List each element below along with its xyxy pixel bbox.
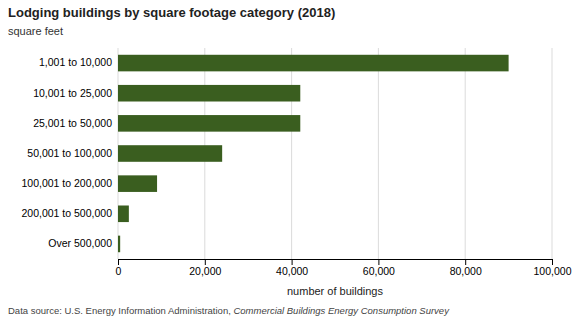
- bar: [118, 236, 120, 253]
- x-axis-line: [119, 259, 553, 260]
- x-tick-label: 100,000: [534, 265, 572, 277]
- x-tick: 20,000: [189, 259, 221, 277]
- y-tick: 25,001 to 50,000: [33, 117, 118, 129]
- x-tick-mark: [205, 259, 206, 265]
- x-tick-mark: [292, 259, 293, 265]
- chart: Lodging buildings by square footage cate…: [0, 0, 584, 321]
- y-tick-label: Over 500,000: [48, 237, 112, 249]
- x-tick-mark: [378, 259, 379, 265]
- y-tick-label: 10,001 to 25,000: [33, 87, 112, 99]
- grid-line: [378, 48, 379, 259]
- bar: [118, 115, 300, 132]
- x-tick-label: 60,000: [363, 265, 395, 277]
- footnote-part: Data source: U.S. Energy Information Adm…: [8, 305, 233, 316]
- x-tick: 40,000: [276, 259, 308, 277]
- x-tick-mark: [465, 259, 466, 265]
- x-tick: 60,000: [363, 259, 395, 277]
- y-tick: 10,001 to 25,000: [33, 87, 118, 99]
- y-tick-label: 25,001 to 50,000: [33, 117, 112, 129]
- grid: [118, 48, 552, 259]
- bar: [118, 205, 129, 222]
- y-tick-label: 200,001 to 500,000: [21, 207, 112, 219]
- grid-line: [552, 48, 553, 259]
- x-axis-title: number of buildings: [287, 285, 384, 297]
- y-tick: 1,001 to 10,000: [39, 56, 118, 68]
- bar: [118, 85, 300, 102]
- grid-line: [465, 48, 466, 259]
- subtitle: square feet: [8, 25, 63, 37]
- y-tick-label: 1,001 to 10,000: [39, 56, 112, 68]
- y-axis: Over 500,000 200,001 to 500,000 100,001 to…: [21, 56, 118, 249]
- x-tick: 0: [116, 259, 122, 277]
- x-tick-label: 80,000: [450, 265, 482, 277]
- y-tick: 200,001 to 500,000: [21, 207, 118, 219]
- bar: [118, 145, 222, 162]
- x-axis: 0 20,000 40,000 60,000 80,000 100,000: [116, 259, 572, 277]
- x-tick-mark: [118, 259, 119, 265]
- y-tick-label: 50,001 to 100,000: [27, 147, 112, 159]
- x-tick-mark: [552, 259, 553, 265]
- y-tick: Over 500,000: [48, 237, 118, 249]
- x-tick: 80,000: [450, 259, 482, 277]
- x-tick: 100,000: [534, 259, 572, 277]
- plot: 0 20,000 40,000 60,000 80,000 100,000 Over 500…: [21, 48, 571, 277]
- footnote-part: Commercial Buildings Energy Consumption …: [233, 305, 450, 316]
- y-tick: 100,001 to 200,000: [21, 177, 118, 189]
- bar: [118, 175, 157, 192]
- bars: [118, 55, 509, 252]
- footnote: Data source: U.S. Energy Information Adm…: [8, 305, 450, 316]
- grid-line: [291, 48, 292, 259]
- y-tick: 50,001 to 100,000: [27, 147, 118, 159]
- x-tick-label: 20,000: [189, 265, 221, 277]
- bar: [118, 55, 509, 72]
- title: Lodging buildings by square footage cate…: [8, 5, 335, 20]
- x-tick-label: 40,000: [276, 265, 308, 277]
- x-tick-label: 0: [116, 265, 122, 277]
- y-tick-label: 100,001 to 200,000: [21, 177, 112, 189]
